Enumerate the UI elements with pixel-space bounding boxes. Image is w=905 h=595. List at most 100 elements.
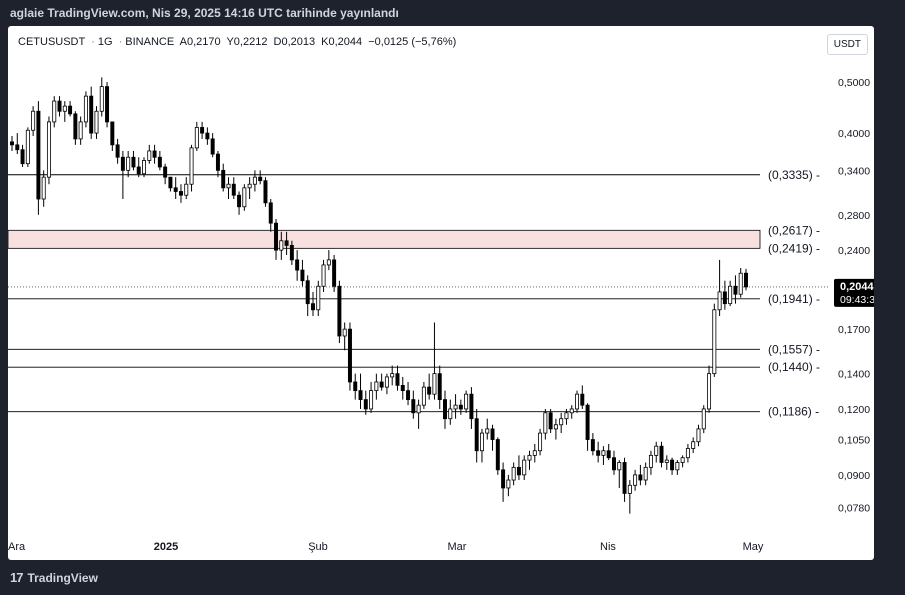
candle-body (263, 180, 268, 204)
candle-body (685, 448, 690, 459)
candle-body (205, 132, 210, 140)
candle-body (680, 457, 685, 463)
candle-body (633, 474, 638, 486)
candle-body (231, 183, 236, 196)
candle-body (696, 428, 701, 443)
candle-body (648, 454, 653, 468)
candle-body (252, 176, 257, 185)
candle-body (105, 86, 110, 123)
level-label: (0,1941) - (768, 292, 820, 306)
candle-body (46, 121, 51, 178)
y-tick-label: 0,4000 (838, 128, 870, 140)
x-tick-label: Mar (448, 541, 467, 553)
candle-body (606, 450, 611, 459)
candle-body (110, 121, 115, 146)
candle-body (532, 450, 537, 456)
candle-body (168, 176, 173, 189)
last-price-label: 0,2044 (840, 281, 874, 293)
candle-body (189, 147, 194, 185)
candle-body (395, 373, 400, 386)
candle-body (479, 432, 484, 452)
candle-body (654, 445, 659, 456)
candle-body (200, 127, 205, 134)
candle-body (675, 462, 680, 471)
candle-body (559, 418, 564, 426)
candle-body (326, 259, 331, 266)
candle-body (427, 386, 432, 395)
candle-body (580, 393, 585, 406)
x-tick-label: Ara (8, 541, 26, 553)
x-tick-label: 2025 (154, 541, 178, 553)
y-tick-label: 0,0900 (838, 470, 870, 482)
candle-body (432, 373, 437, 395)
legend-close: K0,2044 (321, 36, 363, 48)
candle-body (10, 141, 14, 146)
y-tick-label: 0,1700 (838, 324, 870, 336)
level-label: (0,3335) - (768, 168, 820, 182)
candle-body (569, 408, 574, 414)
candle-body (659, 445, 664, 463)
candle-body (733, 285, 738, 295)
candle-body (707, 373, 712, 410)
candle-body (184, 183, 189, 196)
x-tick-label: Şub (308, 541, 328, 553)
brand-name[interactable]: TradingView (27, 570, 98, 585)
resistance-zone (8, 229, 761, 249)
candle-body (379, 381, 384, 388)
chart-panel[interactable]: 0,5000 0,4000 0,3400 0,2800 0,2400 0,1700 0,14… (8, 26, 874, 560)
candle-body (279, 240, 284, 251)
candle-body (437, 373, 442, 401)
x-tick-label: May (743, 541, 764, 553)
candle-body (316, 285, 321, 311)
price-chart[interactable]: 0,5000 0,4000 0,3400 0,2800 0,2400 0,1700 0,14… (8, 26, 874, 560)
candle-body (495, 439, 500, 471)
candle-body (691, 441, 696, 449)
zone-top-label: (0,2617) - (768, 223, 820, 237)
candle-body (501, 469, 506, 489)
candle-body (210, 138, 215, 155)
candle-body (590, 439, 595, 452)
candle-body (268, 202, 273, 224)
candle-body (237, 194, 242, 208)
candle-body (411, 399, 416, 414)
candle-body (527, 454, 532, 461)
candle-body (120, 156, 125, 171)
candle-body (516, 466, 521, 476)
candle-body (490, 428, 495, 440)
candle-body (406, 390, 411, 401)
candle-body (73, 113, 78, 140)
candle-body (469, 393, 474, 420)
candle-body (25, 129, 30, 165)
candle-body (126, 156, 131, 171)
candle-body (173, 187, 178, 192)
candle-body (142, 160, 146, 175)
candle-body (712, 309, 717, 375)
candle-body (99, 86, 104, 112)
candle-body (664, 459, 669, 463)
candle-body (332, 259, 337, 287)
candle-body (363, 399, 368, 410)
symbol-legend: CETUSUSDT · 1G · BINANCE A0,2170 Y0,2212 D0,… (18, 36, 459, 48)
candle-body (522, 459, 527, 476)
legend-symbol[interactable]: CETUSUSDT (18, 36, 86, 48)
candle-body (68, 105, 73, 115)
candle-body (458, 404, 463, 410)
candle-body (421, 386, 426, 406)
candle-body (20, 149, 25, 165)
candle-body (617, 462, 622, 471)
y-tick-label: 0,5000 (838, 77, 870, 89)
x-tick-label: Nis (600, 541, 616, 553)
candle-body (215, 153, 220, 171)
candle-body (744, 272, 748, 288)
currency-button[interactable]: USDT (826, 34, 868, 55)
y-tick-label: 0,2800 (838, 210, 870, 222)
candle-body (221, 169, 226, 189)
legend-interval[interactable]: 1G (97, 36, 113, 48)
y-tick-label: 0,1200 (838, 404, 870, 416)
candle-body (464, 393, 469, 410)
candle-body (131, 156, 136, 168)
candle-body (226, 183, 231, 189)
countdown-label: 09:43:38 (840, 294, 874, 306)
candle-body (83, 95, 88, 123)
candle-body (178, 191, 183, 196)
